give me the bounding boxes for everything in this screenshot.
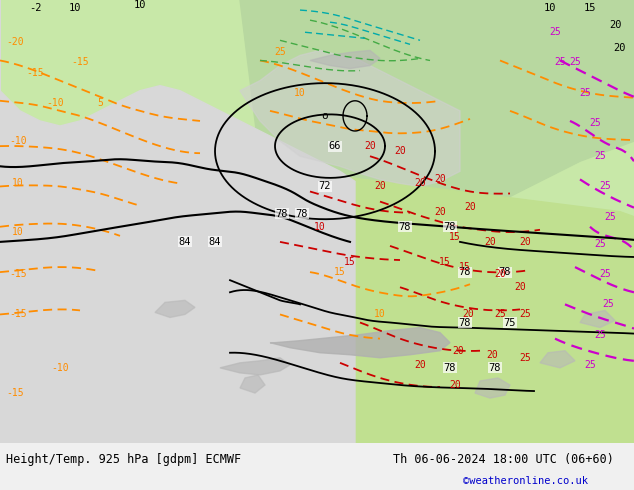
Text: -10: -10 bbox=[51, 363, 69, 373]
Text: 10: 10 bbox=[314, 222, 326, 232]
Polygon shape bbox=[155, 300, 195, 318]
Text: 20: 20 bbox=[486, 350, 498, 360]
Text: 10: 10 bbox=[544, 3, 556, 13]
Text: -15: -15 bbox=[71, 57, 89, 68]
Polygon shape bbox=[240, 0, 634, 232]
Text: 25: 25 bbox=[594, 330, 606, 340]
Text: 25: 25 bbox=[594, 239, 606, 249]
Text: 25: 25 bbox=[494, 310, 506, 319]
Text: 20: 20 bbox=[449, 380, 461, 390]
Text: 10: 10 bbox=[294, 88, 306, 98]
Text: 20: 20 bbox=[462, 310, 474, 319]
Text: 25: 25 bbox=[594, 151, 606, 161]
Text: 25: 25 bbox=[589, 118, 601, 128]
Polygon shape bbox=[580, 311, 615, 327]
Text: 25: 25 bbox=[569, 57, 581, 68]
Text: 84: 84 bbox=[179, 237, 191, 247]
Text: 20: 20 bbox=[434, 174, 446, 184]
Text: 66: 66 bbox=[329, 141, 341, 151]
Text: 78: 78 bbox=[459, 267, 471, 277]
Text: 15: 15 bbox=[439, 257, 451, 267]
Text: 20: 20 bbox=[514, 282, 526, 292]
Text: 20: 20 bbox=[464, 201, 476, 212]
Text: 75: 75 bbox=[504, 318, 516, 327]
Text: 10: 10 bbox=[12, 178, 24, 189]
Text: 25: 25 bbox=[579, 88, 591, 98]
Text: 25: 25 bbox=[519, 310, 531, 319]
Text: -15: -15 bbox=[26, 68, 44, 77]
Text: 15: 15 bbox=[449, 232, 461, 242]
Text: 84: 84 bbox=[209, 237, 221, 247]
Text: -15: -15 bbox=[9, 269, 27, 279]
Text: 10: 10 bbox=[374, 310, 386, 319]
Text: 20: 20 bbox=[494, 269, 506, 279]
Text: 78: 78 bbox=[444, 222, 456, 232]
Text: 78: 78 bbox=[399, 222, 411, 232]
Text: 20: 20 bbox=[609, 20, 621, 30]
Text: 20: 20 bbox=[414, 178, 426, 189]
Polygon shape bbox=[310, 50, 380, 69]
Polygon shape bbox=[220, 358, 290, 375]
Text: 72: 72 bbox=[319, 181, 331, 192]
Text: 78: 78 bbox=[295, 209, 308, 219]
Text: 20: 20 bbox=[374, 181, 386, 192]
Text: 10: 10 bbox=[134, 0, 146, 10]
Text: 25: 25 bbox=[599, 181, 611, 192]
Text: 25: 25 bbox=[604, 212, 616, 221]
Text: 15: 15 bbox=[344, 257, 356, 267]
Polygon shape bbox=[240, 375, 265, 393]
Text: 78: 78 bbox=[499, 267, 511, 277]
Text: 78: 78 bbox=[276, 209, 288, 219]
Text: 25: 25 bbox=[519, 353, 531, 363]
Polygon shape bbox=[270, 327, 450, 358]
Text: Height/Temp. 925 hPa [gdpm] ECMWF: Height/Temp. 925 hPa [gdpm] ECMWF bbox=[6, 453, 242, 466]
Text: 20: 20 bbox=[614, 44, 626, 53]
Text: 78: 78 bbox=[489, 363, 501, 373]
Text: -15: -15 bbox=[9, 310, 27, 319]
Text: 25: 25 bbox=[602, 299, 614, 309]
Text: 20: 20 bbox=[484, 237, 496, 247]
Text: -15: -15 bbox=[6, 388, 24, 398]
Text: 20: 20 bbox=[434, 207, 446, 217]
Text: 10: 10 bbox=[12, 227, 24, 237]
Polygon shape bbox=[540, 351, 575, 368]
Text: 78: 78 bbox=[444, 363, 456, 373]
Text: 20: 20 bbox=[394, 146, 406, 156]
Text: 25: 25 bbox=[274, 48, 286, 57]
Polygon shape bbox=[0, 0, 355, 443]
Text: 25: 25 bbox=[584, 360, 596, 370]
Text: Th 06-06-2024 18:00 UTC (06+60): Th 06-06-2024 18:00 UTC (06+60) bbox=[393, 453, 614, 466]
Text: 25: 25 bbox=[554, 57, 566, 68]
Text: -10: -10 bbox=[46, 98, 64, 108]
Text: 15: 15 bbox=[459, 262, 471, 272]
Text: 10: 10 bbox=[68, 3, 81, 13]
Polygon shape bbox=[230, 172, 634, 443]
Text: 20: 20 bbox=[519, 237, 531, 247]
Polygon shape bbox=[475, 378, 510, 398]
Text: 5: 5 bbox=[97, 98, 103, 108]
Text: 20: 20 bbox=[414, 360, 426, 370]
Text: 25: 25 bbox=[599, 269, 611, 279]
Text: 25: 25 bbox=[549, 27, 561, 37]
Text: 15: 15 bbox=[334, 267, 346, 277]
Text: ©weatheronline.co.uk: ©weatheronline.co.uk bbox=[463, 476, 588, 486]
Polygon shape bbox=[240, 50, 460, 187]
Text: 78: 78 bbox=[459, 318, 471, 327]
Text: -10: -10 bbox=[9, 136, 27, 146]
Text: -2: -2 bbox=[29, 3, 41, 13]
Text: 20: 20 bbox=[452, 346, 464, 356]
Text: 15: 15 bbox=[584, 3, 596, 13]
Text: o: o bbox=[321, 111, 328, 121]
Text: 20: 20 bbox=[364, 141, 376, 151]
Text: -20: -20 bbox=[6, 37, 24, 48]
